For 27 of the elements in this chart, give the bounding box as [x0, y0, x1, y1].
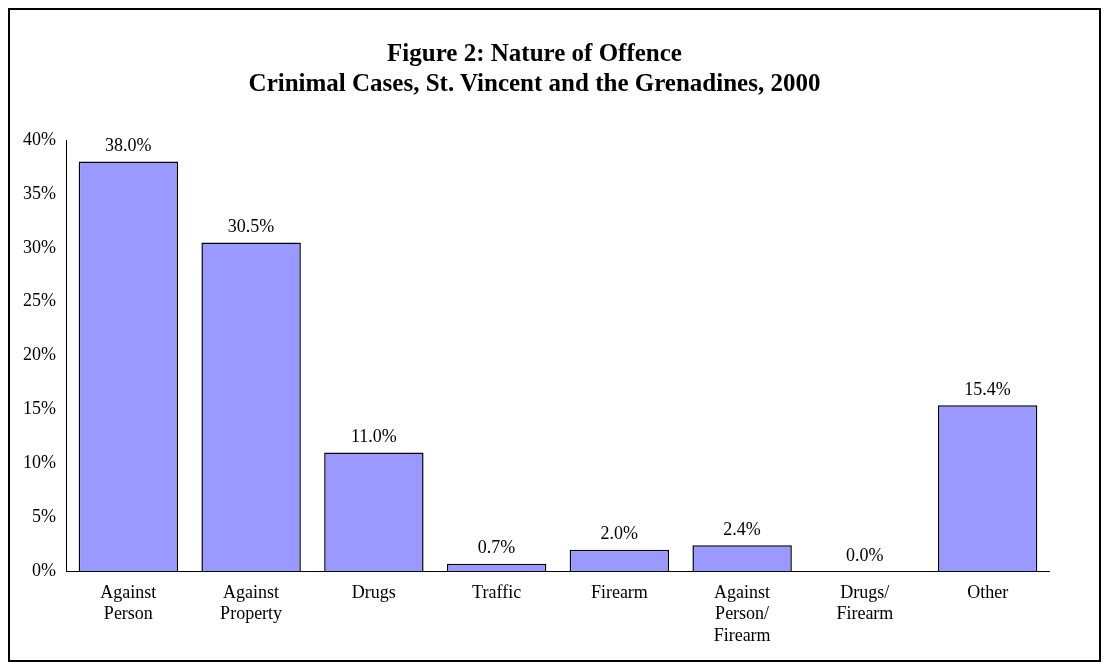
- x-tick-label: Drugs/ Firearm: [836, 581, 894, 624]
- x-tick-label: Against Person: [100, 581, 157, 624]
- data-label: 2.4%: [723, 519, 761, 540]
- y-tick-label: 40%: [22, 128, 56, 149]
- data-label: 2.0%: [600, 523, 639, 544]
- y-tick-label: 25%: [22, 290, 56, 311]
- data-label: 38.0%: [105, 135, 152, 156]
- data-label: 11.0%: [350, 426, 397, 447]
- x-tick-label: Traffic: [472, 581, 522, 602]
- y-tick-label: 35%: [22, 182, 56, 203]
- y-tick-label: 0%: [31, 559, 56, 580]
- x-tick-label: Other: [967, 581, 1009, 602]
- y-tick-label: 15%: [22, 398, 56, 419]
- y-tick-label: 30%: [22, 236, 56, 257]
- data-label: 0.7%: [477, 537, 516, 558]
- x-tick-label: Drugs: [351, 581, 396, 602]
- x-tick-label: Against Person/ Firearm: [713, 581, 771, 645]
- data-label: 15.4%: [964, 378, 1011, 399]
- y-tick-label: 20%: [22, 344, 56, 365]
- x-tick-label: Against Property: [220, 581, 283, 624]
- y-tick-label: 5%: [31, 506, 56, 527]
- y-tick-label: 10%: [22, 452, 56, 473]
- data-label: 30.5%: [227, 216, 275, 237]
- x-tick-label: Firearm: [590, 581, 648, 602]
- data-label: 0.0%: [846, 544, 884, 565]
- chart-subtitle: Crinimal Cases, St. Vincent and the Grenadines, 2000: [248, 69, 821, 97]
- chart-title: Figure 2: Nature of Offence: [387, 39, 682, 67]
